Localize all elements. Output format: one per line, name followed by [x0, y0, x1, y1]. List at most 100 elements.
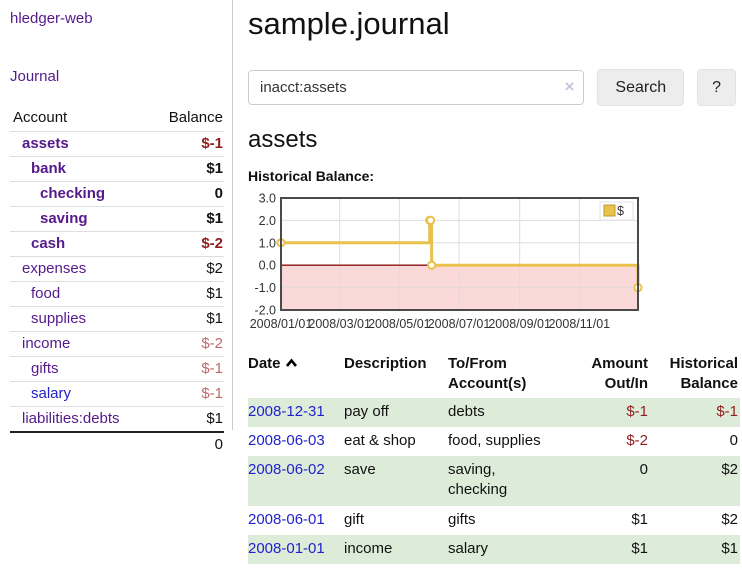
journal-link[interactable]: Journal — [10, 68, 60, 85]
account-link[interactable]: assets — [22, 135, 69, 152]
svg-text:-2.0: -2.0 — [254, 304, 276, 318]
register-header-amount: Amount Out/In — [591, 355, 648, 393]
account-balance: 0 — [150, 181, 224, 207]
transaction-accounts: salary — [448, 534, 564, 564]
transaction-amount: $1 — [631, 510, 648, 528]
account-balance: $1 — [150, 281, 224, 307]
register-header-date-label: Date — [248, 355, 281, 372]
account-row: liabilities:debts $1 — [10, 406, 224, 433]
table-row[interactable]: 2008-06-01 gift gifts $1 $2 — [248, 506, 740, 535]
clear-search-icon[interactable]: × — [564, 77, 575, 96]
table-row[interactable]: 2008-01-01 income salary $1 $1 — [248, 534, 740, 564]
account-link[interactable]: salary — [31, 385, 72, 402]
account-link[interactable]: income — [22, 335, 71, 352]
transaction-accounts: debts — [448, 397, 564, 427]
svg-text:3.0: 3.0 — [259, 192, 276, 206]
svg-text:$: $ — [617, 204, 624, 218]
account-row: assets $-1 — [10, 131, 224, 157]
transaction-date-link[interactable]: 2008-01-01 — [248, 539, 325, 557]
account-link[interactable]: food — [31, 285, 61, 302]
svg-text:2008/09/01: 2008/09/01 — [488, 317, 551, 331]
transaction-description: eat & shop — [344, 431, 416, 449]
app-title-link[interactable]: hledger-web — [10, 10, 93, 27]
accounts-table: Account Balance assets $-1 bank $1 checking 0… — [10, 105, 224, 457]
sort-asc-icon — [285, 354, 298, 374]
transaction-amount: $-2 — [626, 431, 648, 449]
search-button[interactable]: Search — [597, 69, 685, 106]
account-row: salary $-1 — [10, 381, 224, 407]
transaction-balance: $2 — [721, 510, 738, 528]
account-row: checking 0 — [10, 181, 224, 207]
svg-text:-1.0: -1.0 — [254, 281, 276, 295]
search-box: × — [248, 70, 585, 105]
transaction-date-link[interactable]: 2008-12-31 — [248, 402, 325, 420]
transaction-amount: 0 — [564, 456, 650, 506]
accounts-total-spacer — [10, 431, 151, 457]
account-link[interactable]: bank — [31, 160, 67, 177]
account-row: income $-2 — [10, 331, 224, 357]
account-link[interactable]: expenses — [22, 260, 87, 277]
svg-text:2008/05/01: 2008/05/01 — [368, 317, 431, 331]
account-balance: $1 — [150, 406, 224, 433]
svg-text:2008/01/01: 2008/01/01 — [250, 317, 313, 331]
accounts-header-account: Account — [10, 105, 151, 132]
table-row[interactable]: 2008-06-03 eat & shop food, supplies $-2 0 — [248, 427, 740, 456]
transaction-balance: $2 — [650, 456, 740, 506]
svg-text:1.0: 1.0 — [259, 236, 276, 250]
register-header-balance: Historical Balance — [669, 355, 738, 393]
account-row: supplies $1 — [10, 306, 224, 332]
account-row: food $1 — [10, 281, 224, 307]
page-title: sample.journal — [248, 6, 450, 41]
transaction-date-link[interactable]: 2008-06-03 — [248, 431, 325, 449]
search-input[interactable] — [248, 70, 585, 105]
account-row: saving $1 — [10, 206, 224, 232]
account-link[interactable]: gifts — [31, 360, 59, 377]
transaction-balance: 0 — [729, 431, 738, 449]
svg-text:2.0: 2.0 — [259, 214, 276, 228]
account-balance: $-1 — [150, 381, 224, 407]
table-row[interactable]: 2008-12-31 pay off debts $-1 $-1 — [248, 397, 740, 427]
app-container: hledger-web Journal Account Balance asse… — [10, 0, 742, 564]
register-header-date[interactable]: Date — [248, 351, 344, 398]
transaction-accounts: food, supplies — [448, 431, 541, 449]
account-balance: $-1 — [150, 131, 224, 157]
transaction-date-link[interactable]: 2008-06-02 — [248, 461, 325, 478]
accounts-total-row: 0 — [10, 431, 224, 457]
account-balance: $-2 — [150, 331, 224, 357]
transaction-description: pay off — [344, 397, 448, 427]
accounts-header-balance: Balance — [150, 105, 224, 132]
accounts-header-row: Account Balance — [10, 105, 224, 132]
account-balance: $1 — [150, 306, 224, 332]
app-title: hledger-web — [10, 10, 224, 27]
register-header-accounts: To/From Account(s) — [448, 355, 527, 393]
search-form: × Search ? — [248, 69, 736, 106]
register-header-description: Description — [344, 355, 427, 372]
account-balance: $-2 — [150, 231, 224, 257]
account-link[interactable]: liabilities:debts — [22, 410, 120, 427]
account-row: bank $1 — [10, 156, 224, 182]
account-link[interactable]: cash — [31, 235, 66, 252]
transaction-date-link[interactable]: 2008-06-01 — [248, 510, 325, 528]
transaction-balance: $1 — [650, 534, 740, 564]
transaction-amount: $-1 — [564, 397, 650, 427]
transaction-accounts: saving, checking — [448, 456, 564, 506]
chart-label: Historical Balance: — [248, 168, 375, 184]
account-link[interactable]: saving — [40, 210, 88, 227]
transaction-balance: $-1 — [650, 397, 740, 427]
journal-nav: Journal — [10, 68, 224, 85]
account-balance: $2 — [150, 256, 224, 282]
account-link[interactable]: supplies — [31, 310, 87, 327]
account-balance: $-1 — [150, 356, 224, 382]
account-link[interactable]: checking — [40, 185, 106, 202]
account-row: cash $-2 — [10, 231, 224, 257]
accounts-table-body: assets $-1 bank $1 checking 0 saving $1 cash $-2 e… — [10, 131, 224, 457]
svg-text:2008/11/01: 2008/11/01 — [548, 317, 610, 331]
account-row: gifts $-1 — [10, 356, 224, 382]
help-button[interactable]: ? — [697, 69, 736, 106]
transaction-amount: $1 — [564, 534, 650, 564]
register-table-body: 2008-12-31 pay off debts $-1 $-1 2008-06-03 ea… — [248, 397, 740, 564]
table-row[interactable]: 2008-06-02 save saving, checking 0 $2 — [248, 456, 740, 506]
main-content: sample.journal × Search ? assets Histori… — [233, 0, 742, 564]
account-balance: $1 — [150, 206, 224, 232]
svg-text:2008/03/01: 2008/03/01 — [308, 317, 371, 331]
